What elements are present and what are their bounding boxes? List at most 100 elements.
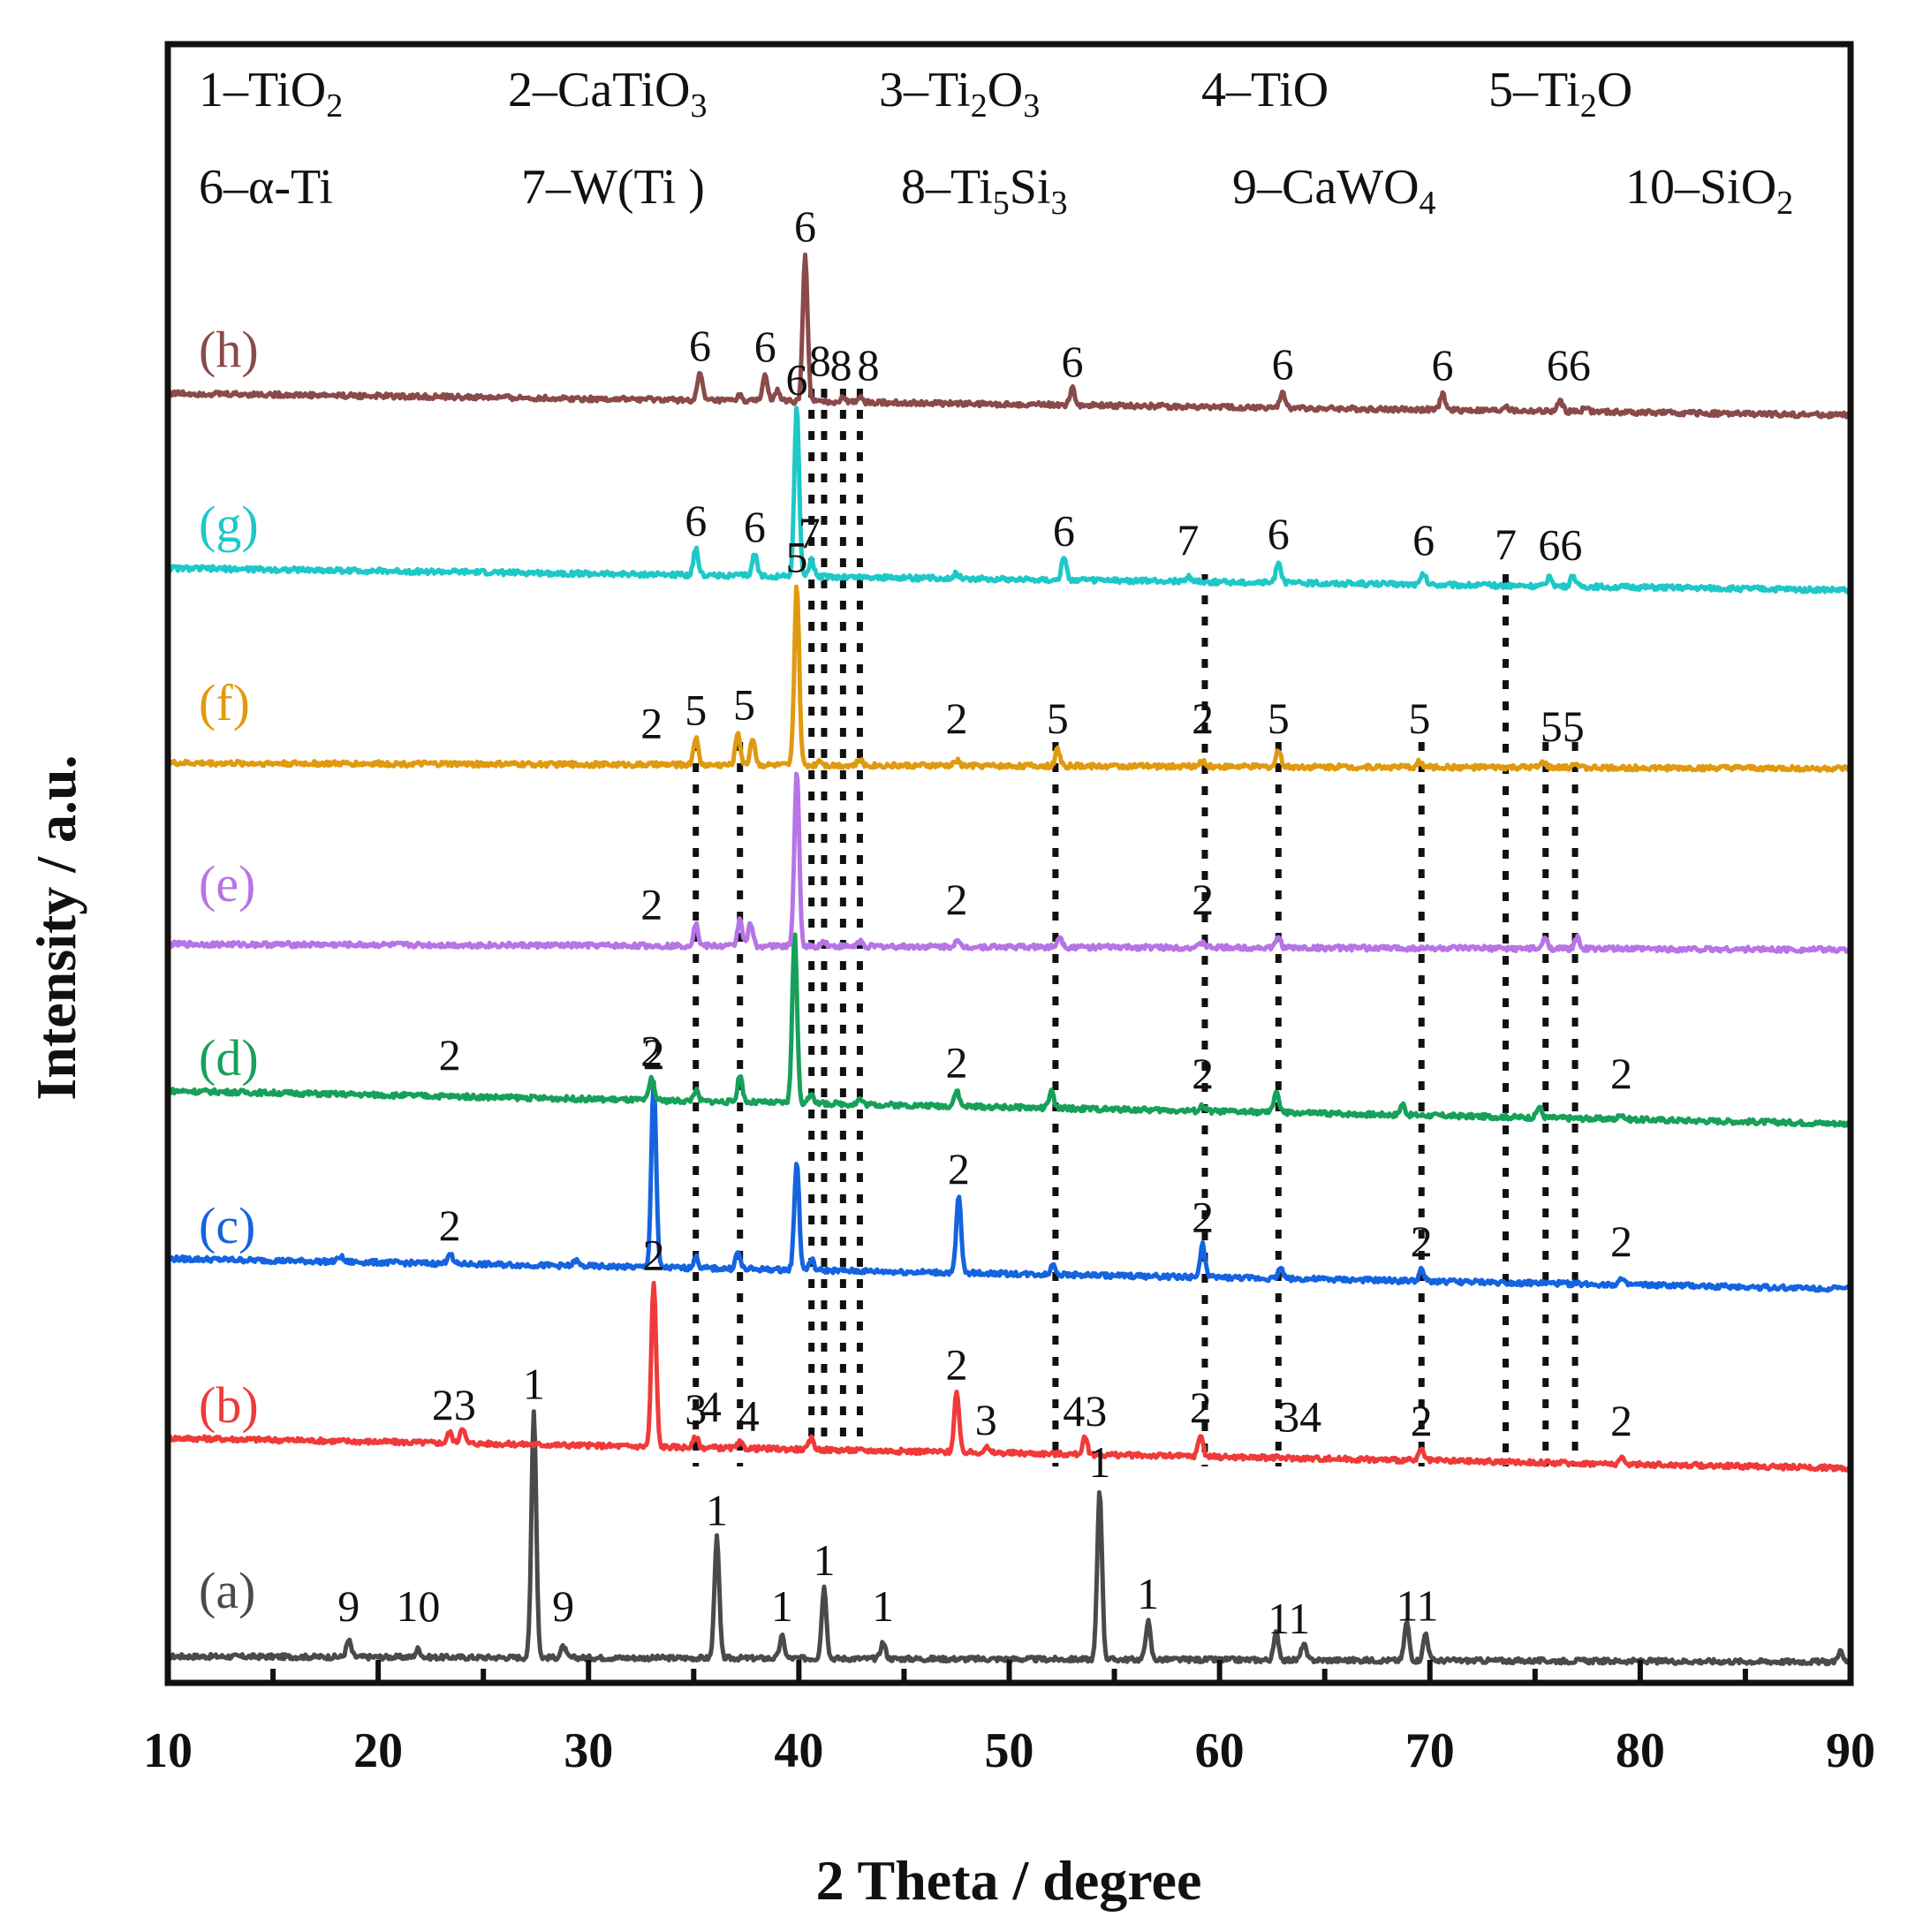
x-axis-title: 2 Theta / degree (816, 1849, 1202, 1912)
peak-label: 2 (643, 1231, 665, 1280)
peak-label: 5 (1408, 693, 1430, 743)
peak-label: 1 (523, 1359, 545, 1408)
peak-label: 3 (685, 1384, 707, 1434)
peak-label: 9 (337, 1581, 360, 1631)
peak-label: 6 (689, 321, 711, 370)
peak-label: 2 (945, 875, 967, 924)
peak-label: 2 (1411, 1216, 1433, 1266)
series-line (165, 584, 1852, 773)
peak-label: 4 (700, 1382, 722, 1431)
x-tick-label: 50 (985, 1724, 1034, 1778)
peak-label: 2 (1190, 1383, 1212, 1432)
legend-entry: 2–CaTiO3 (508, 63, 707, 125)
peak-label: 66 (1538, 520, 1582, 570)
peak-label: 2 (1411, 1396, 1433, 1445)
peak-label: 5 (685, 686, 707, 735)
series-layer (165, 252, 1852, 1667)
peak-label: 6 (785, 354, 807, 404)
peak-label: 2 (945, 1340, 967, 1390)
peak-label: 6 (1272, 339, 1294, 389)
peak-label: 1 (872, 1581, 894, 1631)
x-tick-label: 10 (143, 1724, 193, 1778)
peak-label: 8 (809, 336, 831, 385)
legend-entry: 4–TiO (1201, 63, 1329, 117)
peak-label: 55 (1541, 701, 1585, 751)
peak-label: 2 (439, 1030, 461, 1080)
peak-label: 9 (552, 1581, 574, 1631)
legend: 1–TiO2 2–CaTiO3 3–Ti2O3 4–TiO 5–Ti2O 6–α-Ti 7–… (199, 63, 1793, 222)
series-name: (f) (199, 674, 250, 731)
series-name: (b) (199, 1376, 259, 1434)
x-tick-label: 70 (1405, 1724, 1455, 1778)
peak-label: 1 (706, 1486, 728, 1535)
peak-label: 8 (830, 340, 852, 390)
peak-label: 2 (1610, 1049, 1632, 1098)
x-tick-label: 90 (1826, 1724, 1875, 1778)
series-line (165, 1280, 1852, 1473)
peak-label: 2 (1192, 1049, 1214, 1098)
peak-label: 6 (744, 502, 766, 551)
peak-label: 1 (1088, 1437, 1110, 1487)
peak-label: 1 (1137, 1569, 1159, 1618)
peak-label: 2 (948, 1144, 970, 1193)
series-line (166, 405, 1851, 595)
series-line (166, 252, 1852, 420)
series-line (166, 1409, 1852, 1667)
peak-label: 7 (799, 508, 821, 557)
x-tick-label: 20 (353, 1724, 403, 1778)
x-tick-label: 80 (1616, 1724, 1665, 1778)
series-name: (e) (199, 855, 255, 913)
peak-label: 5 (785, 533, 807, 582)
legend-entry: 6–α-Ti (199, 160, 333, 215)
peak-label: 2 (640, 699, 662, 748)
peak-label: 7 (1495, 519, 1517, 569)
peak-label: 2 (640, 880, 662, 929)
peak-label: 5 (733, 680, 755, 730)
reference-lines (693, 389, 1579, 1466)
peak-label: 2 (1610, 1396, 1632, 1445)
x-tick-label: 60 (1195, 1724, 1245, 1778)
series-line (166, 932, 1852, 1129)
peak-label: 1 (771, 1581, 793, 1631)
peak-label: 2 (1192, 875, 1214, 924)
peak-label: 2 (643, 1029, 665, 1079)
peak-label: 6 (1412, 515, 1435, 564)
peak-label: 6 (1268, 509, 1290, 558)
peak-label: 2 (1192, 693, 1214, 743)
peak-label: 43 (1063, 1386, 1107, 1436)
legend-entry: 7–W(Ti ) (521, 160, 705, 215)
series-name: (h) (199, 321, 259, 378)
legend-entry: 9–CaWO4 (1232, 160, 1436, 222)
peak-label: 2 (1192, 1193, 1214, 1242)
peak-label: 11 (1268, 1594, 1310, 1643)
peak-label: 23 (432, 1380, 476, 1429)
plot-frame (164, 41, 1854, 1686)
peak-label: 7 (1177, 515, 1199, 564)
x-tick-label: 40 (774, 1724, 823, 1778)
peak-label: 6 (685, 496, 707, 545)
x-tick-label: 30 (564, 1724, 613, 1778)
series-line (165, 1080, 1852, 1293)
series-name: (a) (199, 1562, 255, 1619)
peak-label: 2 (945, 693, 967, 743)
peak-label: 3 (975, 1395, 997, 1444)
legend-entry: 1–TiO2 (199, 63, 343, 125)
peak-label: 2 (439, 1201, 461, 1250)
peak-label: 4 (738, 1390, 760, 1440)
peak-label: 6 (1432, 340, 1454, 390)
peak-label: 1 (813, 1535, 835, 1585)
series-name: (d) (199, 1029, 259, 1087)
peak-label: 6 (754, 322, 776, 371)
peak-label: 2 (1610, 1216, 1632, 1266)
peak-label: 6 (794, 201, 816, 251)
peak-label: 8 (857, 340, 879, 390)
legend-entry: 10–SiO2 (1625, 160, 1793, 222)
peak-label: 6 (1061, 337, 1083, 386)
peak-label: 10 (396, 1581, 440, 1631)
peak-label: 11 (1396, 1581, 1438, 1631)
peak-label: 2 (945, 1038, 967, 1087)
y-axis-title: Intensity / a.u. (25, 754, 87, 1100)
legend-entry: 8–Ti5Si3 (901, 160, 1068, 222)
